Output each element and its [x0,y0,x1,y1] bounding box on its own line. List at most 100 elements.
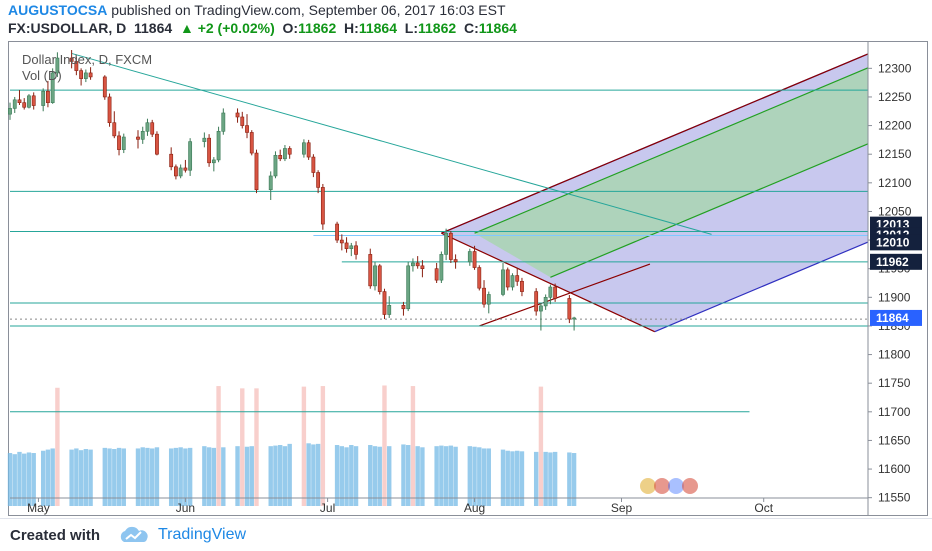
candle-body[interactable] [505,269,510,288]
candle-body[interactable] [183,167,188,171]
candle-body[interactable] [188,141,193,171]
candle-body[interactable] [107,96,112,124]
candle-body[interactable] [254,152,259,190]
candle-body[interactable] [55,57,60,74]
candle-body[interactable] [169,153,174,168]
candle-body[interactable] [472,251,477,268]
pitchfork-inner-upper-line[interactable] [474,67,869,234]
candle-body[interactable] [415,262,420,267]
candle-body[interactable] [539,305,543,312]
candle-body[interactable] [46,90,50,103]
candle-body[interactable] [482,287,486,305]
candle-body[interactable] [401,305,406,310]
candle-body[interactable] [387,305,392,315]
candle-body[interactable] [27,95,31,108]
candle-body[interactable] [88,72,93,78]
candle-body[interactable] [377,265,382,292]
candle-body[interactable] [439,254,444,281]
candle-body[interactable] [221,112,226,132]
candle-body[interactable] [140,131,145,140]
candle-body[interactable] [344,242,349,249]
candle-body[interactable] [121,136,126,150]
candle-body[interactable] [520,280,524,292]
candle-body[interactable] [368,254,373,287]
candle-body[interactable] [486,294,491,305]
candle-body[interactable] [150,122,155,135]
candle-body[interactable] [268,175,273,190]
candle-body[interactable] [335,223,339,241]
candle-body[interactable] [354,245,358,255]
candle-body[interactable] [249,132,254,154]
volume-bar [571,453,577,506]
pitchfork-lower-line[interactable] [654,241,869,333]
candle-body[interactable] [278,155,283,160]
candle-body[interactable] [211,159,216,164]
candle-body[interactable] [50,72,55,103]
tradingview-brand[interactable]: TradingView [158,526,247,543]
candle-body[interactable] [273,155,278,177]
candle-body[interactable] [136,136,140,140]
candle-body[interactable] [477,267,482,289]
candle-body[interactable] [467,251,472,263]
candle-body[interactable] [235,112,240,118]
candle-body[interactable] [79,70,84,79]
candle-body[interactable] [311,156,316,173]
candle-body[interactable] [155,133,159,155]
candle-body[interactable] [515,275,520,282]
candle-body[interactable] [434,268,439,281]
candle-body[interactable] [102,76,107,98]
resistance-trendline[interactable] [71,52,712,235]
candle-body[interactable] [406,265,411,310]
price-chart[interactable]: 1155011600116501170011750118001185011900… [0,0,932,518]
candle-body[interactable] [83,72,88,79]
candle-body[interactable] [373,265,377,287]
candle-body[interactable] [306,142,311,158]
volume-bar [116,447,122,506]
candle-body[interactable] [320,187,325,225]
author-link[interactable]: AUGUSTOCSA [8,2,108,18]
candle-body[interactable] [41,90,46,106]
candle-body[interactable] [339,239,344,244]
candle-body[interactable] [283,148,287,160]
candle-body[interactable] [501,269,505,295]
candle-body[interactable] [22,102,27,108]
candle-body[interactable] [444,232,449,255]
candle-body[interactable] [12,99,17,109]
candle-body[interactable] [510,275,515,288]
chart-header: AUGUSTOCSA published on TradingView.com,… [8,1,928,39]
candle-body[interactable] [117,135,121,150]
candle-body[interactable] [411,262,415,267]
candle-body[interactable] [245,125,249,133]
candle-body[interactable] [174,166,178,177]
pitchfork-median-line[interactable] [441,53,869,234]
candle-body[interactable] [349,245,354,249]
candle-body[interactable] [548,286,553,298]
candle-body[interactable] [31,95,36,106]
candle-body[interactable] [448,232,453,260]
candle-body[interactable] [534,291,539,312]
candle-body[interactable] [202,137,207,142]
candle-body[interactable] [216,131,221,161]
candle-body[interactable] [420,265,425,269]
candle-body[interactable] [572,317,576,320]
candle-body[interactable] [69,57,74,62]
candle-body[interactable] [240,116,245,126]
candle-body[interactable] [453,259,458,263]
candle-body[interactable] [207,137,211,164]
candle-body[interactable] [543,297,548,307]
candle-body[interactable] [316,172,321,188]
candle-body[interactable] [553,286,558,299]
pitchfork-handle-line[interactable] [441,232,655,333]
candle-body[interactable] [112,122,117,137]
candle-body[interactable] [302,142,306,155]
pitchfork-inner-lower-line[interactable] [550,143,869,278]
candle-body[interactable] [17,99,22,103]
candle-body[interactable] [8,108,12,115]
candle-body[interactable] [145,122,150,132]
candle-body[interactable] [178,167,183,177]
candle-body[interactable] [287,148,292,155]
candle-body[interactable] [567,298,572,320]
support-trendline[interactable] [479,263,651,327]
candle-body[interactable] [74,61,79,71]
candle-body[interactable] [382,291,387,315]
